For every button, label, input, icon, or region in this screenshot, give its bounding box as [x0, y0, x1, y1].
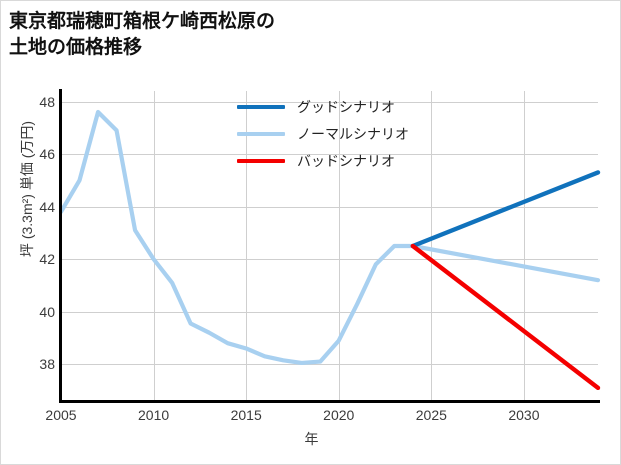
gridline-x-2010: [153, 91, 155, 401]
y-tick-label-44: 44: [39, 198, 55, 215]
gridline-x-2020: [338, 91, 340, 401]
x-tick-label-2015: 2015: [230, 407, 262, 423]
legend-swatch-icon: [237, 158, 285, 163]
legend-label: ノーマルシナリオ: [297, 125, 409, 142]
x-axis-title: 年: [304, 431, 319, 447]
gridline-x-2015: [246, 91, 248, 401]
x-tick-label-2020: 2020: [323, 407, 355, 423]
x-axis-tick-labels: 2005 2010 2015 2020 2025 2030: [45, 403, 598, 427]
legend-item-2[interactable]: バッドシナリオ: [237, 147, 437, 174]
gridline-y-48: [61, 101, 598, 103]
y-axis-tick-labels: 38 40 42 44 46 48: [9, 91, 55, 401]
legend-swatch-icon: [237, 104, 285, 109]
y-tick-label-46: 46: [39, 146, 55, 163]
x-tick-label-2005: 2005: [45, 407, 77, 423]
chart-legend: グッドシナリオ ノーマルシナリオ バッドシナリオ: [237, 93, 437, 174]
legend-label: グッドシナリオ: [297, 98, 395, 115]
gridline-y-46: [61, 154, 598, 156]
x-tick-label-2025: 2025: [415, 407, 447, 423]
legend-label: バッドシナリオ: [297, 152, 395, 169]
series-line-ノーマルシナリオ: [58, 109, 601, 366]
x-axis-line: [59, 400, 600, 403]
x-tick-label-2030: 2030: [508, 407, 540, 423]
legend-item-1[interactable]: ノーマルシナリオ: [237, 120, 437, 147]
y-tick-label-48: 48: [39, 93, 55, 110]
series-line-グッドシナリオ: [410, 170, 601, 249]
gridline-x-2030: [523, 91, 525, 401]
gridline-y-42: [61, 259, 598, 261]
y-tick-label-42: 42: [39, 251, 55, 268]
gridline-y-38: [61, 364, 598, 366]
series-lines: [58, 109, 601, 391]
y-axis-title: 坪 (3.3m²) 単価 (万円): [19, 120, 35, 258]
y-axis-line: [59, 89, 62, 403]
y-tick-label-38: 38: [39, 356, 55, 373]
legend-swatch-icon: [237, 131, 285, 136]
x-tick-label-2010: 2010: [138, 407, 170, 423]
series-line-バッドシナリオ: [410, 243, 601, 391]
legend-item-0[interactable]: グッドシナリオ: [237, 93, 437, 120]
gridline-x-2025: [431, 91, 433, 401]
gridline-y-44: [61, 206, 598, 208]
gridline-y-40: [61, 311, 598, 313]
chart-title: 東京都瑞穂町箱根ケ崎西松原の 土地の価格推移: [9, 11, 276, 58]
y-tick-label-40: 40: [39, 303, 55, 320]
